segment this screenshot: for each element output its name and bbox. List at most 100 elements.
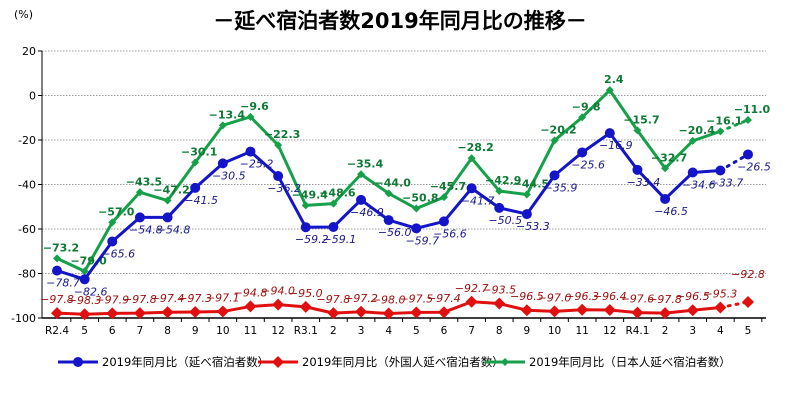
data-point	[661, 164, 670, 173]
x-tick-label: 9	[192, 325, 199, 337]
data-label: −97.8	[123, 293, 157, 306]
data-point	[274, 141, 283, 150]
data-point	[632, 164, 643, 175]
data-point	[133, 307, 146, 320]
data-label: −65.6	[101, 247, 135, 260]
data-label: −97.9	[95, 293, 129, 306]
data-label: −92.7	[455, 282, 489, 295]
data-point	[355, 305, 368, 318]
data-label: −94.0	[261, 285, 295, 298]
data-label: −32.7	[651, 151, 687, 164]
data-label: −97.8	[317, 293, 351, 306]
data-point	[134, 212, 145, 223]
data-label: −54.8	[129, 223, 163, 236]
legend-item-0: 2019年同月比（延べ宿泊者数）	[58, 355, 269, 369]
x-tick-label: 6	[109, 325, 116, 337]
data-point	[272, 298, 285, 311]
data-point	[493, 297, 506, 310]
data-point	[548, 305, 561, 318]
x-tick-label: 10	[548, 325, 561, 337]
data-label: −79.0	[70, 254, 107, 267]
chart-title: －延べ宿泊者数2019年同月比の推移－	[213, 9, 586, 33]
data-point	[299, 300, 312, 313]
data-point	[439, 193, 448, 202]
data-label: −96.4	[593, 290, 627, 303]
y-tick-label: -40	[18, 179, 36, 192]
data-point	[742, 295, 754, 308]
y-tick-label: -80	[18, 268, 36, 281]
data-label: −35.4	[347, 157, 384, 170]
data-point	[466, 183, 477, 194]
data-point	[714, 301, 727, 314]
data-point	[217, 158, 228, 169]
data-label: −97.3	[178, 292, 212, 305]
data-label: −16.1	[706, 114, 742, 127]
x-tick-label: 3	[689, 325, 696, 337]
data-label: −46.5	[654, 205, 688, 218]
series-dotted-segment	[718, 152, 750, 172]
data-point	[191, 158, 200, 167]
series-line	[56, 131, 721, 281]
data-point	[465, 295, 478, 308]
data-label: −41.5	[184, 194, 218, 207]
x-tick-label: 11	[575, 325, 588, 337]
data-label: −15.7	[623, 113, 659, 126]
data-point	[78, 308, 91, 321]
data-point	[383, 215, 394, 226]
data-label: −97.1	[206, 292, 240, 305]
data-label: −43.5	[126, 175, 162, 188]
x-tick-label: 12	[271, 325, 284, 337]
x-tick-label: R2.4	[45, 325, 69, 337]
data-point	[437, 306, 450, 319]
data-label: −96.5	[676, 290, 710, 303]
data-point	[244, 300, 257, 313]
legend-marker	[272, 356, 284, 368]
data-label: −97.6	[621, 293, 655, 306]
data-point	[520, 304, 533, 317]
data-label: −35.9	[544, 181, 578, 194]
data-label: −97.4	[151, 292, 185, 305]
legend-marker	[73, 357, 83, 367]
data-label: −93.5	[482, 284, 516, 297]
data-point	[300, 222, 311, 233]
data-point	[576, 303, 589, 316]
data-label: −20.2	[540, 123, 576, 136]
series-0: −78.7−82.6 −65.6 −54.8−54.8 −41.5 −30.5−25.2…	[46, 128, 771, 298]
data-point	[382, 307, 395, 320]
data-point	[631, 306, 644, 319]
data-label: −53.3	[516, 220, 550, 233]
data-label: −54.8	[157, 223, 191, 236]
x-tick-label: 7	[137, 325, 144, 337]
x-tick-label: R3.1	[294, 325, 318, 337]
data-point	[106, 307, 119, 320]
x-tick-label: 5	[81, 325, 88, 337]
x-tick-label: 9	[524, 325, 531, 337]
data-point	[687, 167, 698, 178]
x-tick-label: 2	[330, 325, 337, 337]
data-point	[522, 190, 531, 199]
x-tick-label: 4	[385, 325, 392, 337]
x-tick-label: 6	[441, 325, 448, 337]
data-label: −92.8	[731, 268, 765, 281]
data-label: −26.5	[737, 160, 771, 173]
y-tick-label: 0	[29, 90, 36, 103]
data-label: −16.9	[599, 139, 633, 152]
data-label: −28.2	[457, 141, 493, 154]
data-label: −50.8	[402, 192, 438, 205]
x-tick-label: 2	[662, 325, 669, 337]
data-point	[329, 199, 338, 208]
data-point	[216, 305, 229, 318]
data-label: −97.2	[344, 292, 378, 305]
data-label: −11.0	[734, 103, 771, 116]
y-tick-label: 20	[22, 45, 36, 58]
data-point	[410, 306, 423, 319]
x-tick-label: 3	[358, 325, 365, 337]
x-tick-label: R4.1	[625, 325, 649, 337]
data-point	[161, 306, 174, 319]
data-label: −98.0	[372, 294, 406, 307]
data-point	[218, 121, 227, 130]
data-point	[52, 265, 62, 276]
data-point	[190, 182, 201, 193]
